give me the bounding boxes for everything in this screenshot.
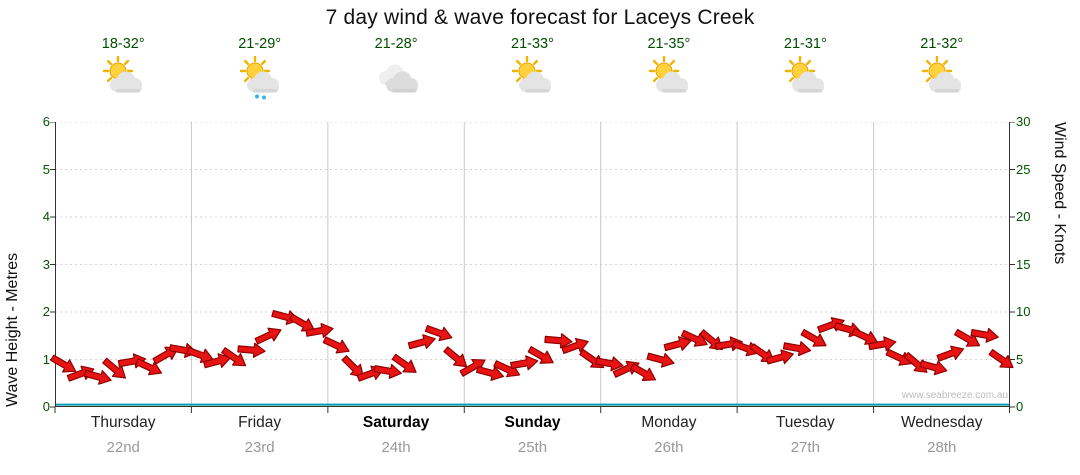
temperature-range: 21-28° <box>374 36 418 52</box>
cloudy-icon <box>372 56 420 100</box>
temperature-range: 18-32° <box>101 36 145 52</box>
right-tick-30: 30 <box>1016 114 1031 129</box>
right-tick-5: 5 <box>1016 351 1024 367</box>
left-tick-3: 3 <box>42 256 50 272</box>
day-date: 22nd <box>106 439 140 456</box>
left-axis-label: Wave Height - Metres <box>4 252 21 407</box>
day-date: 27th <box>790 439 820 456</box>
day-column-wednesday: 21-32° <box>874 36 1010 100</box>
left-tick-4: 4 <box>42 209 50 224</box>
day-label-sunday: Sunday 25th <box>464 414 600 456</box>
day-column-friday: 21-29° <box>191 36 327 100</box>
day-label-wednesday: Wednesday 28th <box>874 414 1010 456</box>
temperature-range: 21-32° <box>920 36 964 52</box>
temperature-range: 21-29° <box>238 36 282 52</box>
left-tick-2: 2 <box>42 304 50 319</box>
left-tick-0: 0 <box>42 399 50 414</box>
right-tick-0: 0 <box>1016 399 1024 414</box>
day-column-sunday: 21-33° <box>464 36 600 100</box>
temperature-range: 21-35° <box>647 36 691 52</box>
day-date: 23rd <box>244 439 275 456</box>
day-name: Tuesday <box>775 414 835 431</box>
left-tick-1: 1 <box>42 351 50 367</box>
sun-cloud-icon <box>99 55 147 100</box>
day-column-thursday: 18-32° <box>55 36 191 100</box>
day-name: Thursday <box>90 414 156 431</box>
day-name: Sunday <box>504 414 561 431</box>
day-column-monday: 21-35° <box>601 36 737 100</box>
day-label-monday: Monday 26th <box>601 414 737 456</box>
day-name: Monday <box>641 414 697 431</box>
right-tick-20: 20 <box>1016 209 1031 224</box>
sun-cloud-rain-icon <box>236 55 284 100</box>
right-tick-10: 10 <box>1016 304 1031 319</box>
right-axis-label: Wind Speed - Knots <box>1051 122 1068 265</box>
sun-cloud-icon <box>781 55 829 100</box>
right-tick-15: 15 <box>1016 256 1031 272</box>
left-tick-5: 5 <box>42 161 50 177</box>
day-date: 25th <box>517 439 548 456</box>
day-label-thursday: Thursday 22nd <box>55 414 191 456</box>
day-column-tuesday: 21-31° <box>737 36 873 100</box>
sun-cloud-icon <box>508 55 556 100</box>
temperature-range: 21-31° <box>783 36 827 52</box>
watermark: www.seabreeze.com.au <box>901 390 1008 401</box>
days-header: 18-32° 21-29° 21-28° 21-33° 21-35° 21-31° 21-3… <box>55 36 1010 100</box>
plot-area <box>50 122 1015 413</box>
day-name: Friday <box>238 414 282 431</box>
day-name: Saturday <box>362 414 430 431</box>
day-label-friday: Friday 23rd <box>191 414 327 456</box>
day-date: 26th <box>654 439 684 456</box>
sun-cloud-icon <box>918 55 966 100</box>
day-name: Wednesday <box>900 414 983 431</box>
page-title: 7 day wind & wave forecast for Laceys Cr… <box>325 6 755 29</box>
day-date: 28th <box>927 439 957 456</box>
day-labels: Thursday 22nd Friday 23rd Saturday 24th Sunday… <box>55 414 1010 456</box>
right-tick-25: 25 <box>1016 161 1031 177</box>
day-label-tuesday: Tuesday 27th <box>737 414 873 456</box>
day-date: 24th <box>381 439 411 456</box>
left-tick-6: 6 <box>42 114 50 129</box>
day-column-saturday: 21-28° <box>328 36 464 100</box>
temperature-range: 21-33° <box>511 36 554 52</box>
sun-cloud-icon <box>645 55 693 100</box>
day-label-saturday: Saturday 24th <box>328 414 464 456</box>
